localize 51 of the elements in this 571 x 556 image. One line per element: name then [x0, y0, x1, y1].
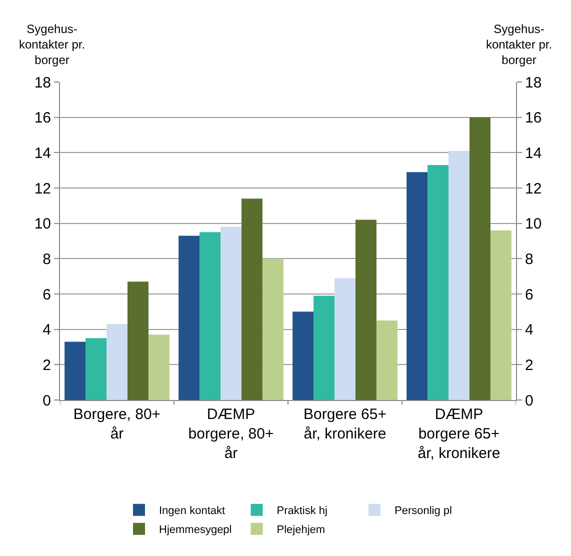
legend-label: Plejehjem [276, 524, 326, 536]
y-tick-label: 6 [42, 286, 51, 304]
legend-label: Personlig pl [394, 505, 452, 518]
legend-label: Hjemmesygepl [159, 524, 232, 536]
y2-tick-label: 2 [525, 356, 534, 374]
bar [220, 226, 242, 400]
y-axis-title: Sygehus- kontakter pr. borger [19, 22, 86, 68]
bar [64, 342, 86, 400]
y-tick-label: 2 [42, 356, 51, 374]
bar [355, 220, 376, 400]
bar [334, 278, 356, 400]
bar [241, 198, 262, 400]
y-tick-label: 4 [42, 322, 51, 339]
bar [86, 338, 107, 400]
y2-tick-label: 10 [525, 216, 542, 233]
bar [428, 165, 449, 400]
y-tick-label: 10 [34, 216, 51, 233]
legend-label: Ingen kontakt [159, 505, 226, 518]
y2-tick-label: 16 [525, 110, 542, 127]
y2-axis-title: Sygehus- kontakter pr. borger [486, 22, 552, 68]
y-tick-label: 8 [42, 250, 51, 268]
y2-tick-label: 0 [525, 392, 534, 410]
bar [469, 117, 490, 400]
y-tick-label: 16 [34, 110, 51, 127]
y-tick-label: 0 [42, 392, 51, 410]
y2-tick-label: 12 [525, 180, 542, 198]
y2-tick-label: 18 [525, 74, 542, 92]
x-tick-label: Borgere 65+ år, kronikere [304, 406, 387, 442]
bar [406, 172, 428, 400]
bar [200, 232, 221, 400]
bar [376, 320, 398, 400]
bar [314, 296, 335, 400]
y2-tick-label: 8 [525, 250, 534, 268]
y-tick-label: 12 [34, 180, 51, 198]
y2-tick-label: 14 [525, 144, 542, 162]
y2-tick-label: 4 [525, 322, 534, 339]
bar [127, 282, 148, 400]
bar [448, 150, 470, 400]
y-tick-label: 14 [34, 144, 51, 162]
bar [292, 312, 314, 400]
y-tick-label: 18 [34, 74, 51, 92]
bar [106, 324, 128, 400]
bar [148, 334, 170, 400]
x-tick-label: DÆMP borgere 65+ år, kronikere [418, 406, 500, 462]
bar [490, 230, 512, 400]
x-tick-label: Borgere, 80+ år [73, 406, 161, 442]
bar [262, 258, 284, 400]
legend-label: Praktisk hj [276, 505, 328, 518]
bar [178, 236, 200, 400]
x-tick-label: DÆMP borgere, 80+ år [188, 406, 274, 462]
y2-tick-label: 6 [525, 286, 534, 304]
